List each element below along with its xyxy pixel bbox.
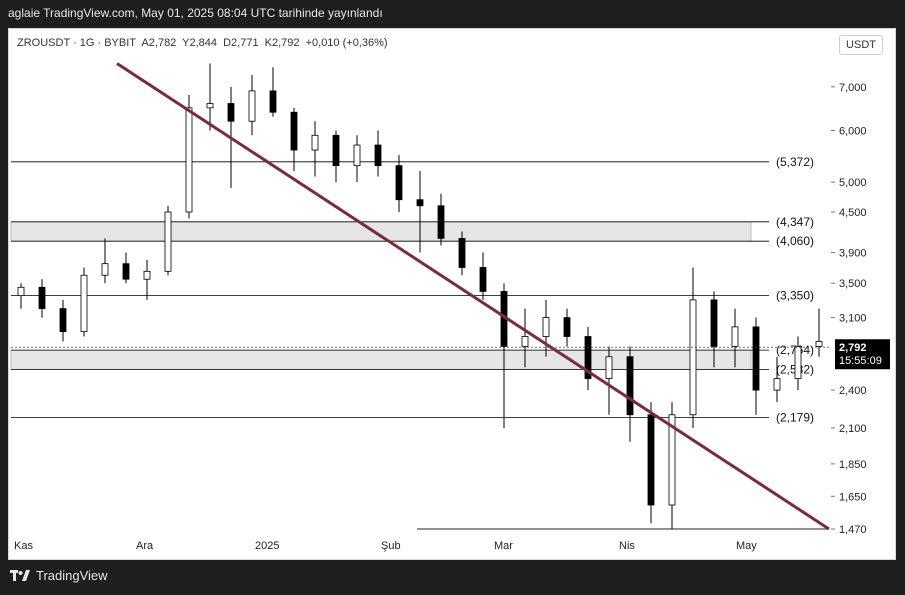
y-tick-label-0: 7,000 [839,82,867,94]
open-value: A2,782 [141,37,177,49]
change-value: +0,010 (+0,36%) [305,37,388,49]
candle-body-1 [38,286,46,310]
candle-body-27 [584,336,592,379]
zone-0 [10,221,752,242]
x-tick-label-2: 2025 [255,540,279,552]
candle-body-6 [143,270,151,280]
candle-body-0 [17,286,25,297]
y-tick-label-4: 3,900 [839,248,867,260]
last-price-badge [835,339,890,370]
close-value: K2,792 [264,37,300,49]
candle-body-5 [122,263,130,280]
chart-frame[interactable]: (5,372)(4,347)(4,060)(3,350)(2,764)(2,58… [8,28,896,560]
candle-body-13 [290,111,298,151]
candle-body-38 [815,341,823,347]
candle-body-17 [374,144,382,167]
y-tick-label-1: 6,000 [839,126,867,138]
level-label-2: (4,060) [776,234,814,248]
y-tick-label-2: 5,000 [839,177,867,189]
y-tick-label-10: 1,650 [839,491,867,503]
x-tick-label-1: Ara [136,540,154,552]
y-tick-label-6: 3,100 [839,313,867,325]
candle-body-16 [353,144,361,167]
y-tick-label-9: 1,850 [839,459,867,471]
candle-body-35 [752,326,760,391]
candle-body-20 [437,205,445,239]
x-tick-label-3: Şub [381,540,401,552]
currency-button[interactable]: USDT [839,35,883,55]
candle-body-18 [395,165,403,201]
candle-body-33 [710,299,718,347]
candle-body-3 [80,274,88,333]
candle-body-21 [458,237,466,268]
level-label-6: (2,179) [776,410,814,424]
level-label-0: (5,372) [776,155,814,169]
candle-body-24 [521,336,529,347]
candle-body-12 [269,90,277,113]
candle-body-34 [731,326,739,347]
x-tick-label-0: Kas [14,540,33,552]
candle-body-30 [647,414,655,506]
candle-body-32 [689,299,697,416]
candle-body-4 [101,263,109,276]
candlestick-chart[interactable]: (5,372)(4,347)(4,060)(3,350)(2,764)(2,58… [9,29,895,559]
footer-brand[interactable]: TradingView [10,568,108,583]
candle-body-22 [479,267,487,292]
candle-body-29 [626,356,634,416]
candle-body-37 [794,346,802,379]
candle-body-31 [668,414,676,506]
y-tick-label-5: 3,500 [839,278,867,290]
high-value: Y2,844 [182,37,218,49]
x-tick-label-4: Mar [494,540,513,552]
y-tick-label-3: 4,500 [839,207,867,219]
y-tick-label-7: 2,400 [839,385,867,397]
symbol-info-line: ZROUSDT · 1G · BYBIT A2,782 Y2,844 D2,77… [17,37,391,49]
y-tick-label-8: 2,100 [839,423,867,435]
candle-body-9 [206,103,214,109]
y-tick-label-11: 1,470 [839,524,867,536]
candle-body-36 [773,378,781,391]
candle-body-15 [332,134,340,167]
zone-1 [10,349,752,370]
candle-body-11 [248,90,256,122]
candle-body-19 [416,199,424,207]
footer-brand-label: TradingView [36,568,108,583]
tradingview-logo-icon [10,569,30,581]
level-label-3: (3,350) [776,289,814,303]
publish-caption: aglaie TradingView.com, May 01, 2025 08:… [8,6,383,20]
candle-body-26 [563,317,571,337]
x-tick-label-6: May [736,540,757,552]
candle-body-28 [605,356,613,379]
candle-body-7 [164,211,172,272]
candle-body-2 [59,308,67,333]
low-value: D2,771 [223,37,259,49]
candle-body-10 [227,103,235,122]
trendline [116,62,830,531]
last-price-value: 2,792 [839,342,867,354]
candle-body-25 [542,317,550,337]
candle-body-14 [311,134,319,151]
last-price-countdown: 15:55:09 [839,355,882,367]
symbol-label: ZROUSDT · 1G · BYBIT [17,37,136,49]
level-label-1: (4,347) [776,215,814,229]
x-tick-label-5: Nis [619,540,635,552]
candle-body-8 [185,107,193,213]
